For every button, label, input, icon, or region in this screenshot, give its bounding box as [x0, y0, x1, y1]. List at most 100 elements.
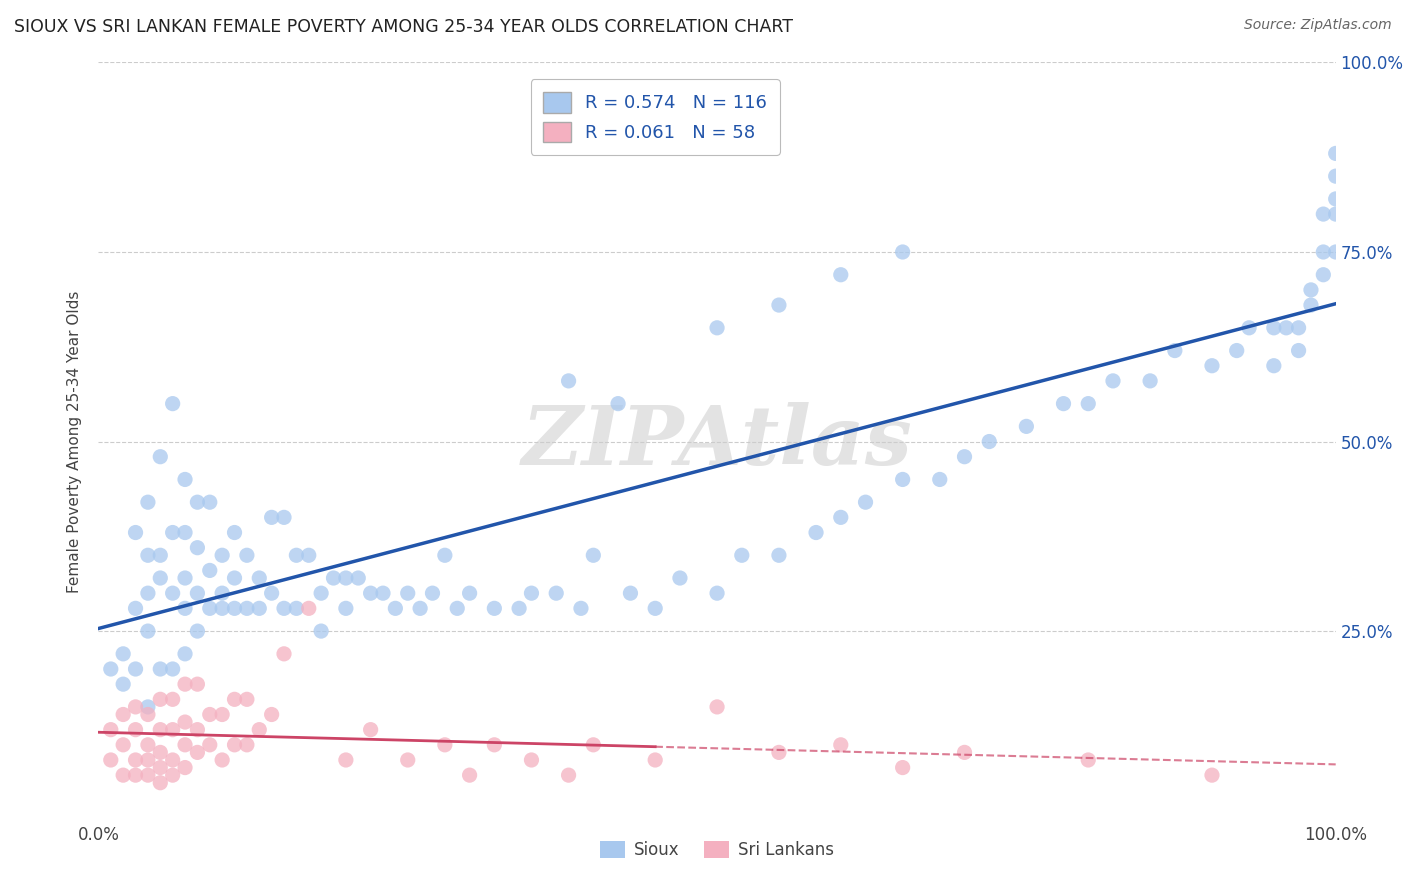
Point	[224, 601, 246, 615]
Point	[830, 510, 852, 524]
Point	[706, 586, 728, 600]
Point	[285, 601, 308, 615]
Point	[1312, 207, 1334, 221]
Point	[186, 495, 208, 509]
Point	[1324, 192, 1347, 206]
Point	[247, 723, 270, 737]
Point	[1324, 169, 1347, 184]
Point	[322, 571, 344, 585]
Point	[211, 753, 233, 767]
Point	[830, 268, 852, 282]
Point	[100, 662, 122, 676]
Point	[174, 473, 197, 487]
Point	[706, 699, 728, 714]
Point	[236, 548, 259, 563]
Point	[1077, 396, 1099, 410]
Point	[186, 541, 208, 555]
Point	[224, 525, 246, 540]
Point	[768, 298, 790, 312]
Point	[124, 753, 146, 767]
Point	[162, 723, 184, 737]
Point	[546, 586, 568, 600]
Point	[124, 662, 146, 676]
Point	[186, 624, 208, 639]
Point	[174, 647, 197, 661]
Text: ZIPAtlas: ZIPAtlas	[522, 401, 912, 482]
Point	[124, 601, 146, 615]
Y-axis label: Female Poverty Among 25-34 Year Olds: Female Poverty Among 25-34 Year Olds	[66, 291, 82, 592]
Point	[174, 571, 197, 585]
Point	[136, 768, 159, 782]
Point	[520, 586, 543, 600]
Point	[198, 601, 221, 615]
Point	[582, 548, 605, 563]
Point	[211, 601, 233, 615]
Point	[396, 753, 419, 767]
Point	[162, 396, 184, 410]
Point	[298, 548, 321, 563]
Point	[855, 495, 877, 509]
Point	[149, 723, 172, 737]
Point	[224, 571, 246, 585]
Point	[260, 707, 283, 722]
Point	[1299, 298, 1322, 312]
Point	[1288, 320, 1310, 334]
Point	[236, 738, 259, 752]
Point	[731, 548, 754, 563]
Point	[273, 510, 295, 524]
Point	[224, 692, 246, 706]
Point	[285, 548, 308, 563]
Point	[557, 374, 579, 388]
Point	[236, 601, 259, 615]
Point	[174, 738, 197, 752]
Point	[830, 738, 852, 752]
Point	[273, 601, 295, 615]
Point	[112, 738, 135, 752]
Point	[224, 738, 246, 752]
Point	[162, 525, 184, 540]
Point	[891, 473, 914, 487]
Point	[112, 768, 135, 782]
Point	[1201, 359, 1223, 373]
Point	[360, 586, 382, 600]
Point	[136, 624, 159, 639]
Point	[136, 699, 159, 714]
Point	[335, 571, 357, 585]
Point	[360, 723, 382, 737]
Point	[396, 586, 419, 600]
Point	[1275, 320, 1298, 334]
Point	[1312, 268, 1334, 282]
Point	[136, 586, 159, 600]
Point	[484, 601, 506, 615]
Point	[149, 746, 172, 760]
Text: Source: ZipAtlas.com: Source: ZipAtlas.com	[1244, 18, 1392, 32]
Point	[149, 548, 172, 563]
Point	[669, 571, 692, 585]
Point	[433, 738, 456, 752]
Legend: Sioux, Sri Lankans: Sioux, Sri Lankans	[593, 834, 841, 865]
Point	[644, 601, 666, 615]
Point	[1226, 343, 1249, 358]
Point	[198, 707, 221, 722]
Point	[706, 320, 728, 334]
Point	[136, 707, 159, 722]
Point	[149, 571, 172, 585]
Text: SIOUX VS SRI LANKAN FEMALE POVERTY AMONG 25-34 YEAR OLDS CORRELATION CHART: SIOUX VS SRI LANKAN FEMALE POVERTY AMONG…	[14, 18, 793, 36]
Point	[1324, 244, 1347, 259]
Point	[112, 677, 135, 691]
Point	[1263, 359, 1285, 373]
Point	[446, 601, 468, 615]
Point	[174, 525, 197, 540]
Point	[953, 450, 976, 464]
Point	[162, 753, 184, 767]
Point	[1324, 207, 1347, 221]
Point	[186, 677, 208, 691]
Point	[1263, 320, 1285, 334]
Point	[1164, 343, 1187, 358]
Point	[484, 738, 506, 752]
Point	[162, 586, 184, 600]
Point	[136, 548, 159, 563]
Point	[422, 586, 444, 600]
Point	[136, 495, 159, 509]
Point	[174, 677, 197, 691]
